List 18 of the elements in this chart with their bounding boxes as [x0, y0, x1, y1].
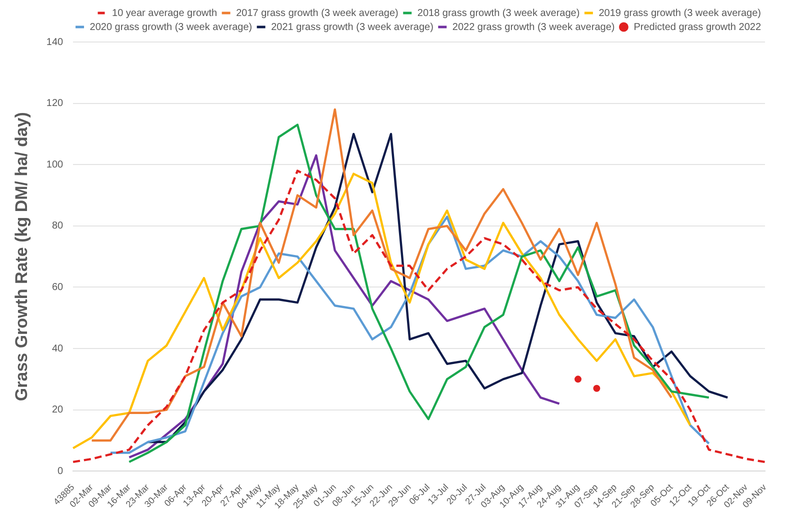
line-series	[72, 170, 766, 464]
legend-label: 2021 grass growth (3 week average)	[271, 22, 434, 33]
legend-label: 10 year average growth	[112, 8, 218, 19]
legend-label: 2017 grass growth (3 week average)	[236, 8, 398, 19]
y-tick-label: 100	[46, 159, 64, 170]
y-tick-label: 80	[52, 220, 64, 232]
legend-label: 2018 grass growth (3 week average)	[417, 8, 580, 19]
y-axis-title: Grass Growth Rate (kg DM/ ha/ day)	[12, 112, 31, 402]
y-tick-label: 40	[52, 343, 64, 354]
y-tick-label: 140	[46, 36, 64, 48]
y-tick-label: 120	[46, 98, 64, 110]
y-tick-label: 20	[52, 404, 64, 416]
legend-label: Predicted grass growth 2022	[634, 22, 762, 33]
y-tick-label: 60	[52, 282, 64, 293]
legend-label: 2019 grass growth (3 week average)	[598, 8, 762, 19]
y-tick-label: 0	[58, 466, 64, 477]
legend-label: 2022 grass growth (3 week average)	[452, 22, 615, 33]
legend-label: 2020 grass growth (3 week average)	[90, 22, 252, 33]
